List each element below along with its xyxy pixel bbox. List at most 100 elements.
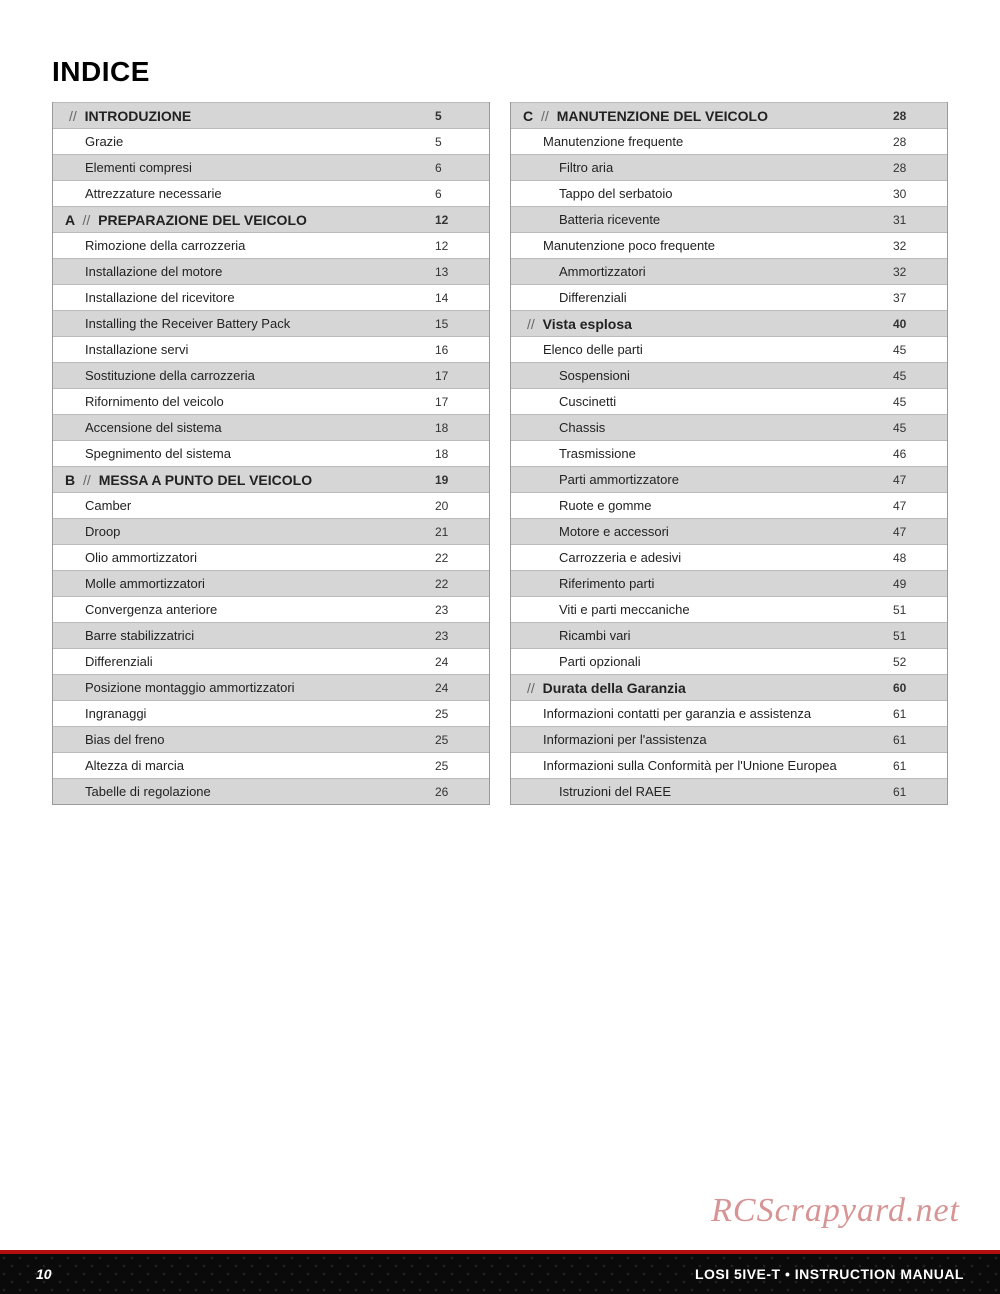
toc-item-row: Rifornimento del veicolo17 [53, 388, 489, 414]
toc-item-row: Tappo del serbatoio30 [511, 180, 947, 206]
toc-row-label: Tabelle di regolazione [85, 784, 435, 799]
toc-item-row: Parti opzionali52 [511, 648, 947, 674]
toc-row-label: Installazione servi [85, 342, 435, 357]
toc-section-prefix: B [65, 472, 75, 488]
footer-page-number: 10 [36, 1266, 52, 1282]
toc-row-label: Barre stabilizzatrici [85, 628, 435, 643]
toc-row-page: 32 [893, 239, 933, 253]
toc-item-row: Ricambi vari51 [511, 622, 947, 648]
toc-row-page: 25 [435, 759, 475, 773]
toc-row-label: Tappo del serbatoio [559, 186, 893, 201]
toc-row-label: C // MANUTENZIONE DEL VEICOLO [523, 108, 893, 124]
toc-row-page: 25 [435, 733, 475, 747]
toc-item-row: Cuscinetti45 [511, 388, 947, 414]
toc-item-row: Camber20 [53, 492, 489, 518]
toc-item-row: Attrezzature necessarie6 [53, 180, 489, 206]
toc-item-row: Droop21 [53, 518, 489, 544]
toc-left-column: // INTRODUZIONE5Grazie5Elementi compresi… [52, 102, 490, 805]
toc-item-row: Carrozzeria e adesivi48 [511, 544, 947, 570]
toc-item-row: Olio ammortizzatori22 [53, 544, 489, 570]
toc-item-row: Trasmissione46 [511, 440, 947, 466]
toc-row-label: Altezza di marcia [85, 758, 435, 773]
toc-item-row: Batteria ricevente31 [511, 206, 947, 232]
toc-section-slashes: // [83, 472, 91, 488]
toc-row-page: 26 [435, 785, 475, 799]
toc-section-prefix: A [65, 212, 75, 228]
toc-item-row: Differenziali24 [53, 648, 489, 674]
toc-row-label: Parti ammortizzatore [559, 472, 893, 487]
toc-right-column: C // MANUTENZIONE DEL VEICOLO28 Manutenzi… [510, 102, 948, 805]
toc-row-page: 47 [893, 499, 933, 513]
toc-row-label: Informazioni per l'assistenza [543, 732, 893, 747]
toc-item-row: Parti ammortizzatore47 [511, 466, 947, 492]
toc-item-row: Differenziali37 [511, 284, 947, 310]
toc-row-label: // Vista esplosa [523, 316, 893, 332]
toc-section-slashes: // [69, 108, 77, 124]
toc-row-label: Informazioni contatti per garanzia e ass… [543, 706, 893, 721]
toc-item-row: Informazioni contatti per garanzia e ass… [511, 700, 947, 726]
toc-row-page: 61 [893, 759, 933, 773]
toc-row-page: 22 [435, 551, 475, 565]
toc-row-label: // INTRODUZIONE [65, 108, 435, 124]
toc-row-label: Ricambi vari [559, 628, 893, 643]
toc-item-row: Altezza di marcia25 [53, 752, 489, 778]
toc-row-page: 17 [435, 395, 475, 409]
toc-row-label: Sostituzione della carrozzeria [85, 368, 435, 383]
toc-row-label: Accensione del sistema [85, 420, 435, 435]
toc-item-row: Installazione del ricevitore14 [53, 284, 489, 310]
toc-row-page: 6 [435, 161, 475, 175]
toc-section-row: C // MANUTENZIONE DEL VEICOLO28 [511, 102, 947, 128]
page-footer: 10 LOSI 5IVE-T • INSTRUCTION MANUAL [0, 1250, 1000, 1294]
toc-row-label: Spegnimento del sistema [85, 446, 435, 461]
toc-item-row: Chassis45 [511, 414, 947, 440]
toc-row-page: 49 [893, 577, 933, 591]
toc-row-page: 5 [435, 135, 475, 149]
footer-doc-title: LOSI 5IVE-T • INSTRUCTION MANUAL [695, 1266, 964, 1282]
footer-separator: • [785, 1266, 790, 1282]
toc-row-page: 23 [435, 603, 475, 617]
toc-row-label: Droop [85, 524, 435, 539]
toc-row-label: Carrozzeria e adesivi [559, 550, 893, 565]
toc-row-label: Installing the Receiver Battery Pack [85, 316, 435, 331]
toc-item-row: Manutenzione poco frequente32 [511, 232, 947, 258]
toc-item-row: Motore e accessori47 [511, 518, 947, 544]
toc-row-page: 32 [893, 265, 933, 279]
toc-item-row: Ruote e gomme47 [511, 492, 947, 518]
toc-item-row: Elenco delle parti45 [511, 336, 947, 362]
toc-row-page: 61 [893, 733, 933, 747]
toc-item-row: Ammortizzatori32 [511, 258, 947, 284]
toc-row-label: Sospensioni [559, 368, 893, 383]
toc-row-label: Molle ammortizzatori [85, 576, 435, 591]
toc-item-row: Tabelle di regolazione26 [53, 778, 489, 804]
toc-row-page: 45 [893, 421, 933, 435]
toc-section-title: INTRODUZIONE [85, 108, 192, 124]
toc-row-label: Informazioni sulla Conformità per l'Unio… [543, 758, 893, 773]
toc-section-prefix: C [523, 108, 533, 124]
toc-row-label: Installazione del ricevitore [85, 290, 435, 305]
toc-section-row: A // PREPARAZIONE DEL VEICOLO12 [53, 206, 489, 232]
watermark: RCScrapyard.net [711, 1192, 960, 1230]
toc-row-label: Elementi compresi [85, 160, 435, 175]
toc-item-row: Barre stabilizzatrici23 [53, 622, 489, 648]
toc-item-row: Molle ammortizzatori22 [53, 570, 489, 596]
toc-row-page: 52 [893, 655, 933, 669]
toc-row-label: B // MESSA A PUNTO DEL VEICOLO [65, 472, 435, 488]
toc-row-label: Filtro aria [559, 160, 893, 175]
footer-product: LOSI 5IVE-T [695, 1266, 781, 1282]
toc-item-row: Informazioni sulla Conformità per l'Unio… [511, 752, 947, 778]
toc-section-title: Vista esplosa [543, 316, 632, 332]
toc-row-page: 17 [435, 369, 475, 383]
toc-item-row: Convergenza anteriore23 [53, 596, 489, 622]
toc-section-slashes: // [527, 316, 535, 332]
toc-item-row: Sospensioni45 [511, 362, 947, 388]
toc-row-page: 5 [435, 109, 475, 123]
toc-item-row: Filtro aria28 [511, 154, 947, 180]
toc-item-row: Informazioni per l'assistenza61 [511, 726, 947, 752]
toc-item-row: Installazione del motore13 [53, 258, 489, 284]
toc-row-page: 40 [893, 317, 933, 331]
toc-row-label: Riferimento parti [559, 576, 893, 591]
toc-row-page: 48 [893, 551, 933, 565]
toc-row-label: Attrezzature necessarie [85, 186, 435, 201]
toc-row-page: 45 [893, 395, 933, 409]
toc-section-row: B // MESSA A PUNTO DEL VEICOLO19 [53, 466, 489, 492]
